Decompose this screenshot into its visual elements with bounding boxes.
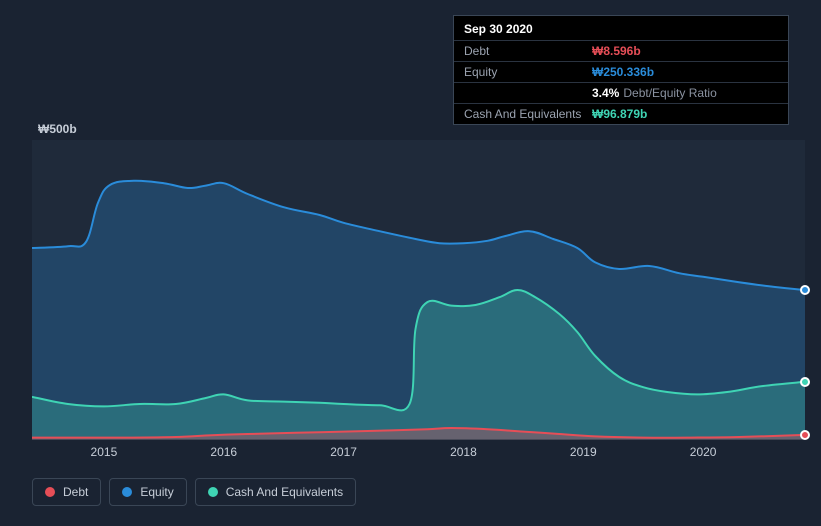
legend-item-debt[interactable]: Debt [32, 478, 101, 506]
debt-end-marker [800, 430, 810, 440]
tooltip-row: Equity₩250.336b [454, 61, 788, 82]
x-axis-tick-label: 2015 [91, 445, 118, 459]
financial-chart: Sep 30 2020 Debt₩8.596bEquity₩250.336b3.… [16, 0, 805, 526]
x-axis-labels: 2015 2016 2017 2018 2019 2020 [32, 445, 805, 463]
tooltip-row-value: ₩250.336b [592, 65, 654, 79]
legend-label: Cash And Equivalents [226, 485, 343, 499]
chart-tooltip: Sep 30 2020 Debt₩8.596bEquity₩250.336b3.… [453, 15, 789, 125]
legend-swatch-icon [45, 487, 55, 497]
tooltip-row-label: Equity [464, 65, 592, 79]
tooltip-row-label [464, 86, 592, 100]
tooltip-date: Sep 30 2020 [454, 16, 788, 40]
x-axis-tick-label: 2019 [570, 445, 597, 459]
legend-item-cash[interactable]: Cash And Equivalents [195, 478, 356, 506]
tooltip-row-value: 3.4%Debt/Equity Ratio [592, 86, 717, 100]
legend-swatch-icon [122, 487, 132, 497]
x-axis-tick-label: 2017 [330, 445, 357, 459]
legend-label: Debt [63, 485, 88, 499]
tooltip-row: 3.4%Debt/Equity Ratio [454, 82, 788, 103]
chart-svg [32, 140, 805, 440]
chart-plot[interactable] [32, 140, 805, 440]
tooltip-row-suffix: Debt/Equity Ratio [623, 86, 716, 100]
x-axis-tick-label: 2018 [450, 445, 477, 459]
x-axis-tick-label: 2016 [210, 445, 237, 459]
legend-item-equity[interactable]: Equity [109, 478, 186, 506]
cash-end-marker [800, 377, 810, 387]
tooltip-row-label: Cash And Equivalents [464, 107, 592, 121]
tooltip-row-label: Debt [464, 44, 592, 58]
x-axis-tick-label: 2020 [690, 445, 717, 459]
tooltip-row: Cash And Equivalents₩96.879b [454, 103, 788, 124]
y-axis-max-label: ₩500b [38, 122, 77, 136]
tooltip-rows: Debt₩8.596bEquity₩250.336b3.4%Debt/Equit… [454, 40, 788, 124]
tooltip-row-value: ₩8.596b [592, 44, 641, 58]
tooltip-row-value: ₩96.879b [592, 107, 647, 121]
equity-end-marker [800, 285, 810, 295]
legend-label: Equity [140, 485, 173, 499]
legend-swatch-icon [208, 487, 218, 497]
tooltip-row: Debt₩8.596b [454, 40, 788, 61]
chart-legend: Debt Equity Cash And Equivalents [32, 478, 356, 506]
